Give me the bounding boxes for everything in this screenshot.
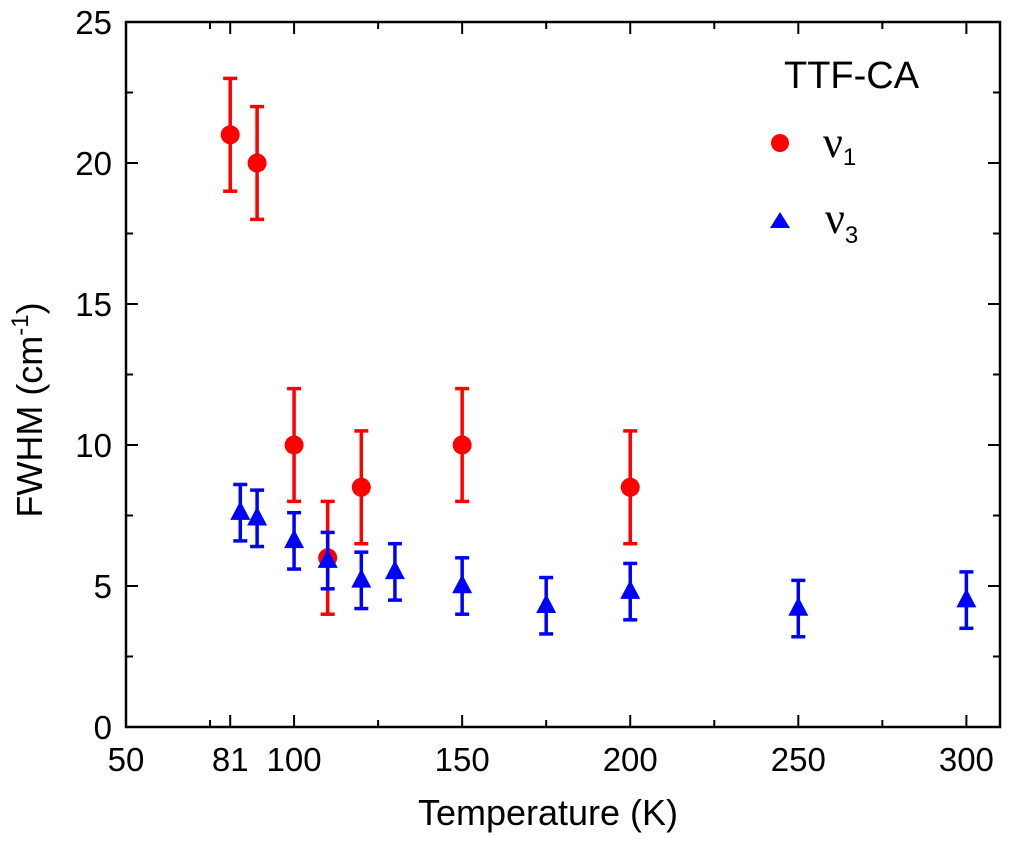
- y-axis-title-superscript: -1: [7, 314, 34, 335]
- y-tick-label-20: 20: [75, 145, 112, 182]
- data-point-1-6: [452, 574, 473, 594]
- legend-marker-v1: [771, 134, 789, 152]
- legend-label-v3-sub: 3: [845, 222, 858, 249]
- data-point-0-6: [620, 477, 640, 497]
- x-tick-labels: 50 81 100 150 200 250 300: [108, 741, 994, 778]
- data-point-1-2: [284, 529, 305, 549]
- legend-title: TTF-CA: [784, 55, 920, 97]
- y-axis-title-close: ): [9, 302, 50, 314]
- y-tick-labels: 0 5 10 15 20 25: [75, 4, 112, 746]
- y-tick-label-25: 25: [75, 4, 112, 41]
- plot-frame: [124, 20, 1002, 729]
- y-tick-label-15: 15: [75, 286, 112, 323]
- data-point-1-10: [956, 588, 977, 608]
- data-point-1-8: [620, 579, 641, 599]
- x-tick-label-150: 150: [435, 741, 490, 778]
- y-tick-label-10: 10: [75, 427, 112, 464]
- legend-label-v3: ν3: [825, 194, 858, 249]
- x-tick-label-81: 81: [212, 741, 249, 778]
- x-tick-label-250: 250: [771, 741, 826, 778]
- y-tick-label-0: 0: [94, 709, 112, 746]
- legend-marker-v3: [770, 212, 790, 228]
- y-axis-title-main: FWHM (cm: [9, 336, 50, 518]
- data-point-0-0: [220, 125, 240, 145]
- x-tick-label-100: 100: [267, 741, 322, 778]
- data-point-1-0: [230, 500, 251, 520]
- data-point-0-5: [452, 435, 472, 455]
- legend-label-v1-main: ν: [823, 118, 843, 167]
- series-v1: [220, 76, 640, 616]
- x-axis-title: Temperature (K): [418, 792, 678, 833]
- data-point-0-1: [247, 153, 267, 173]
- data-point-1-7: [536, 593, 557, 613]
- data-point-1-4: [351, 568, 372, 588]
- x-tick-label-50: 50: [108, 741, 145, 778]
- y-axis-title: FWHM (cm-1): [7, 302, 50, 517]
- data-point-1-9: [788, 596, 809, 616]
- legend: TTF-CA ν1 ν3: [770, 55, 920, 249]
- series-v3: [230, 482, 977, 639]
- legend-label-v1: ν1: [823, 118, 856, 171]
- data-point-1-3: [317, 548, 338, 568]
- y-tick-label-5: 5: [94, 568, 112, 605]
- series-layer: [220, 76, 977, 639]
- data-point-0-2: [284, 435, 304, 455]
- data-point-0-4: [351, 477, 371, 497]
- x-tick-label-300: 300: [939, 741, 994, 778]
- x-tick-label-200: 200: [603, 741, 658, 778]
- data-point-1-1: [247, 506, 268, 526]
- data-point-1-5: [384, 560, 405, 580]
- legend-label-v1-sub: 1: [843, 144, 856, 171]
- legend-label-v3-main: ν: [825, 194, 845, 243]
